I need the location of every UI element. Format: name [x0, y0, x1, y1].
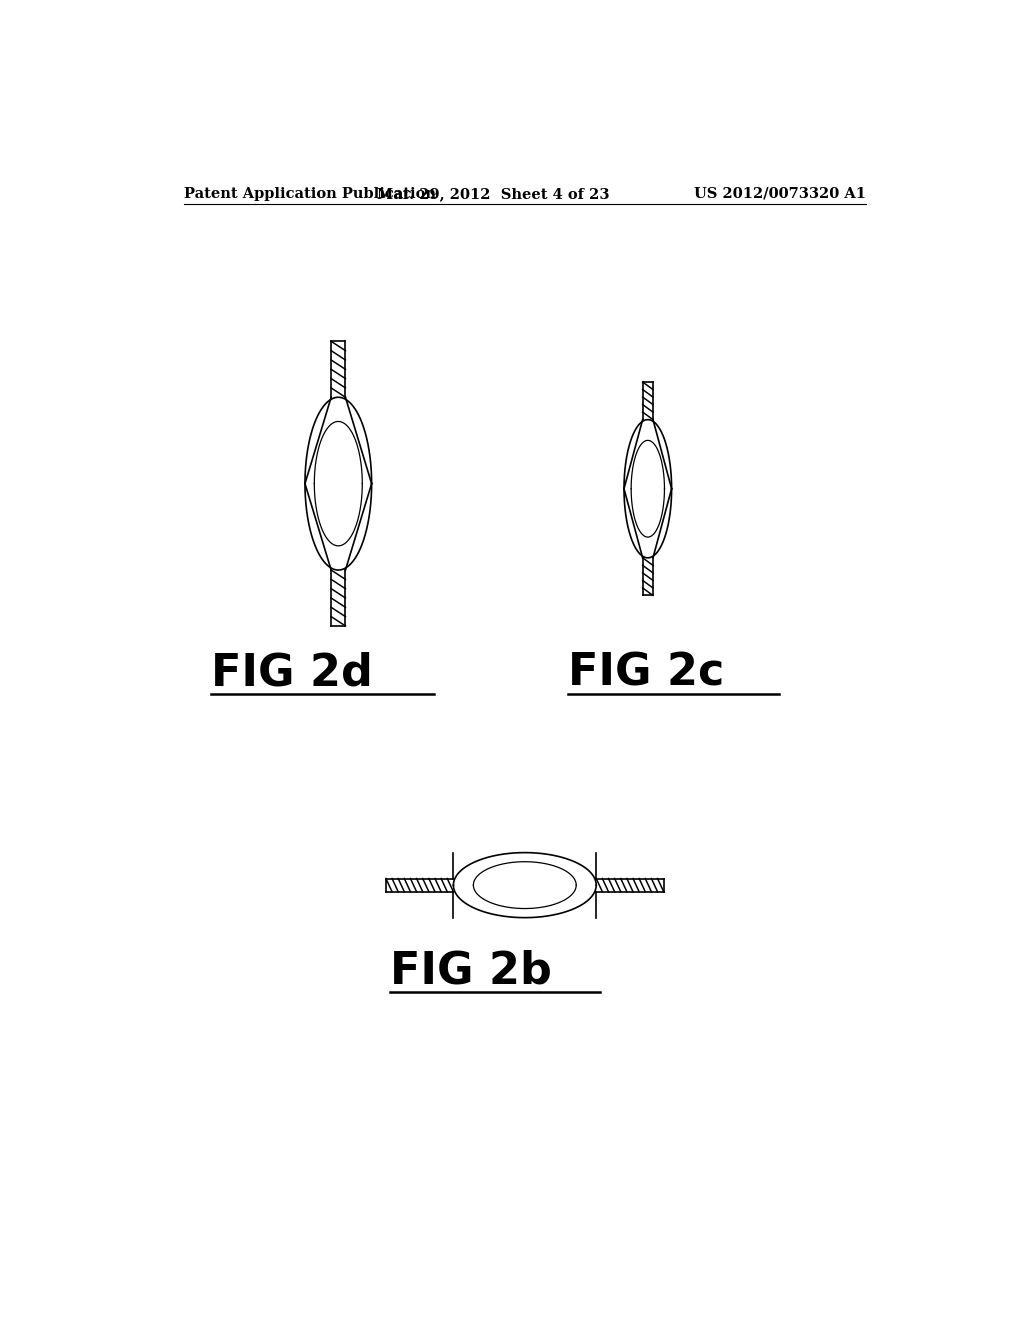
Text: FIG 2c: FIG 2c: [568, 651, 725, 694]
Text: Mar. 29, 2012  Sheet 4 of 23: Mar. 29, 2012 Sheet 4 of 23: [377, 187, 609, 201]
Text: Patent Application Publication: Patent Application Publication: [183, 187, 435, 201]
Text: FIG 2b: FIG 2b: [390, 949, 552, 993]
Text: US 2012/0073320 A1: US 2012/0073320 A1: [694, 187, 866, 201]
Text: FIG 2d: FIG 2d: [211, 651, 373, 694]
